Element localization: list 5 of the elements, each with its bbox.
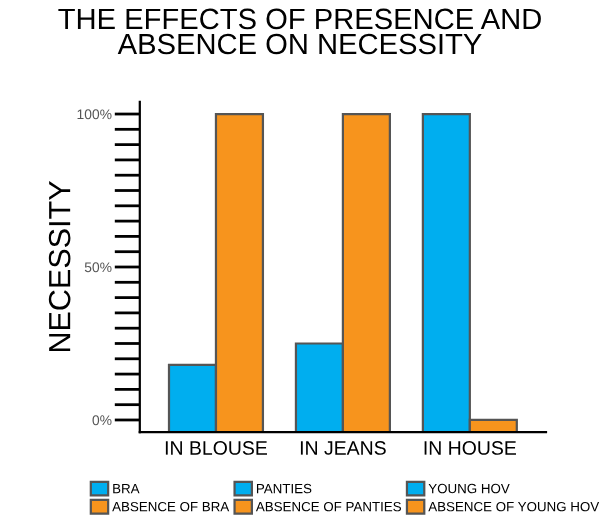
x-tick-label: IN HOUSE	[424, 441, 516, 455]
x-tick-label: IN BLOUSE	[165, 441, 267, 455]
chart-title: THE EFFECTS OF PRESENCE AND ABSENCE ON NECESSITY	[58, 8, 541, 55]
y-axis-title: NECESSITY	[48, 181, 71, 352]
x-tick-label: IN JEANS	[300, 441, 386, 455]
